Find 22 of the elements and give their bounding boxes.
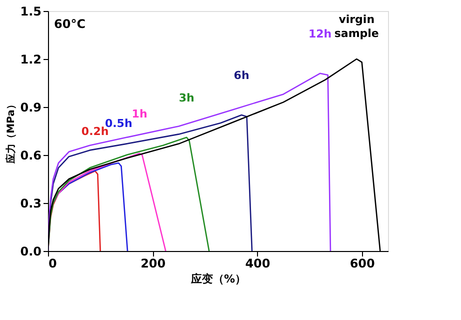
y-axis-title: 应力（MPa） [5, 100, 18, 164]
text: 3h [178, 91, 194, 104]
y-tick-label: 0.3 [20, 196, 42, 210]
x-tick-label: 600 [350, 256, 375, 270]
y-tick-label: 1.5 [20, 4, 42, 18]
y-tick-label: 0.6 [20, 148, 42, 162]
annotation: 60°C [54, 17, 86, 31]
text: 0.5h [104, 117, 132, 130]
text: 12h [308, 27, 332, 40]
line-series [48, 72, 332, 251]
x-axis-title: 应变（%） [190, 272, 246, 286]
x-tick-label: 200 [140, 256, 166, 270]
text: 6h [234, 69, 250, 82]
x-tick-label: 400 [245, 256, 270, 270]
line-series [52, 152, 166, 251]
x-tick-label: 0 [48, 256, 57, 270]
text: 1h [132, 107, 148, 120]
y-tick-label: 1.2 [20, 52, 42, 66]
line-series [48, 136, 210, 251]
y-tick-label: 0.9 [20, 100, 42, 114]
text: virgin sample [334, 13, 379, 40]
y-tick-label: 0.0 [20, 244, 42, 258]
